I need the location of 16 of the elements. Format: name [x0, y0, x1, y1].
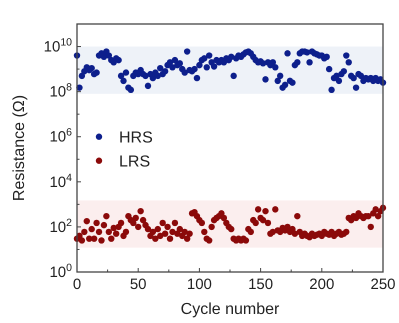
legend-label: HRS [119, 130, 153, 147]
x-axis-title: Cycle number [180, 301, 280, 318]
y-axis-title: Resistance (Ω) [11, 94, 28, 202]
y-tick-label: 10$^{0}$ [49, 262, 72, 281]
legend-label: LRS [119, 154, 150, 171]
y-tick-label: 10$^{4}$ [49, 172, 72, 191]
y-tick-label: 10$^{2}$ [49, 216, 72, 236]
x-tick-label: 150 [248, 276, 274, 293]
y-tick-label: 10$^{8}$ [49, 82, 72, 101]
x-tick-label: 200 [309, 276, 334, 293]
x-tick-label: 100 [186, 276, 212, 293]
y-tick-label: 10$^{10}$ [44, 36, 72, 56]
x-tick-label: 250 [370, 276, 396, 293]
x-tick-label: 50 [130, 276, 147, 293]
x-tick-label: 0 [72, 276, 82, 293]
y-tick-label: 10$^{6}$ [49, 126, 72, 146]
